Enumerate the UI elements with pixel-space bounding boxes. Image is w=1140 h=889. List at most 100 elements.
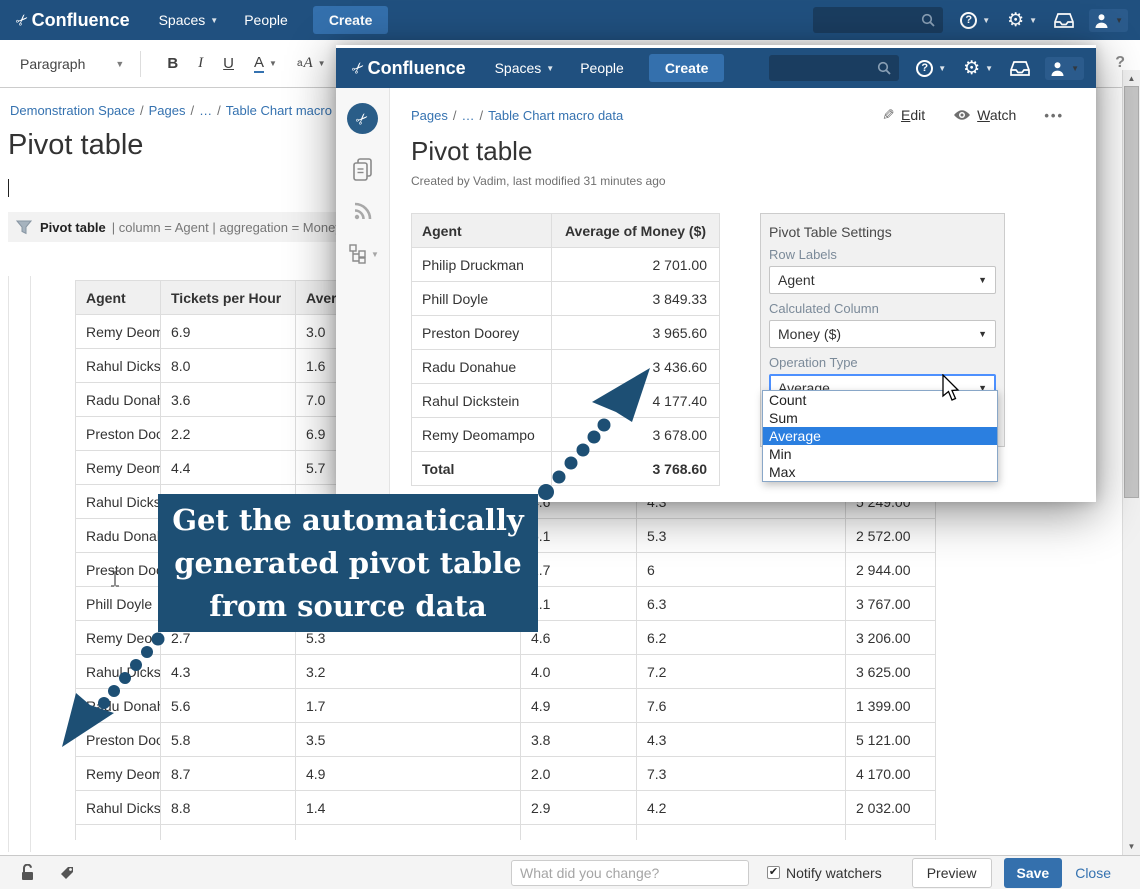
cell[interactable]: 4 170.00 xyxy=(845,756,936,791)
cell-agent[interactable]: Preston Doorey xyxy=(75,416,161,451)
more-actions-button[interactable]: ••• xyxy=(1044,108,1064,123)
people-menu[interactable]: People xyxy=(580,60,624,76)
cell[interactable]: 5.3 xyxy=(636,518,846,553)
confluence-logo[interactable]: ✂ Confluence xyxy=(348,58,465,79)
cell[interactable]: 4.3 xyxy=(636,722,846,757)
breadcrumb-link[interactable]: Demonstration Space xyxy=(10,103,136,118)
watch-button[interactable]: Watch xyxy=(953,107,1016,123)
cell[interactable]: 3 625.00 xyxy=(845,654,936,689)
breadcrumb-link[interactable]: Table Chart macro data xyxy=(488,108,624,123)
blog-rss-icon[interactable] xyxy=(352,200,374,225)
user-menu[interactable]: ▼ xyxy=(1045,56,1084,80)
text-color-button[interactable]: A ▼ xyxy=(254,53,277,73)
restrictions-lock-icon[interactable] xyxy=(20,864,35,881)
cell-agent[interactable]: Rahul Dickstein xyxy=(75,790,161,825)
cell[interactable]: 7.3 xyxy=(636,756,846,791)
settings-menu[interactable]: ⚙ ▼ xyxy=(1007,11,1037,30)
vertical-scrollbar[interactable]: ▲ ▼ xyxy=(1122,70,1140,855)
cell[interactable]: 6.2 xyxy=(636,620,846,655)
create-button[interactable]: Create xyxy=(648,54,725,82)
cell[interactable]: 5 121.00 xyxy=(845,722,936,757)
option-sum[interactable]: Sum xyxy=(769,410,798,426)
cell[interactable]: 6.9 xyxy=(160,314,296,349)
italic-button[interactable]: I xyxy=(198,55,204,71)
labels-tag-icon[interactable] xyxy=(59,865,75,881)
cell-agent[interactable]: Radu Donahue xyxy=(75,518,161,553)
pages-icon[interactable] xyxy=(352,158,374,185)
cell[interactable]: 3.6 xyxy=(160,382,296,417)
cell-agent[interactable]: Rahul Dickstein xyxy=(75,484,161,519)
save-button[interactable]: Save xyxy=(1003,857,1063,888)
cell-agent[interactable]: Phill Doyle xyxy=(75,586,161,621)
search-box[interactable] xyxy=(813,7,944,33)
settings-menu[interactable]: ⚙ ▼ xyxy=(963,59,993,78)
cell-agent[interactable]: Remy Deomampo xyxy=(75,450,161,485)
page-tree-icon[interactable]: ▼ xyxy=(349,244,379,264)
cell[interactable]: 4.9 xyxy=(295,756,521,791)
cell[interactable]: 1.4 xyxy=(295,790,521,825)
cell[interactable]: 5.6 xyxy=(160,688,296,723)
breadcrumb-link[interactable]: Pages xyxy=(148,103,186,118)
cell-agent[interactable]: Remy Deomampo xyxy=(75,314,161,349)
cell[interactable]: 6.3 xyxy=(636,586,846,621)
cell-agent[interactable]: Radu Donahue xyxy=(75,688,161,723)
breadcrumb-link[interactable]: Table Chart macro data xyxy=(225,103,361,118)
cell[interactable]: 5.1 xyxy=(520,518,637,553)
cell[interactable]: 7.6 xyxy=(636,688,846,723)
option-average[interactable]: Average xyxy=(763,427,997,445)
cell[interactable]: 4.0 xyxy=(520,654,637,689)
scroll-up-icon[interactable]: ▲ xyxy=(1127,74,1136,83)
cell[interactable]: 3.8 xyxy=(520,722,637,757)
cell[interactable]: 4.2 xyxy=(636,790,846,825)
cell[interactable]: 7.2 xyxy=(636,654,846,689)
cell[interactable]: 2.2 xyxy=(160,416,296,451)
breadcrumb-ellipsis[interactable]: … xyxy=(199,103,213,118)
option-max[interactable]: Max xyxy=(769,464,796,480)
cell[interactable]: 5.8 xyxy=(160,722,296,757)
column-header[interactable]: Agent xyxy=(75,280,161,315)
cell-agent[interactable]: Remy Deomampo xyxy=(75,620,161,655)
row-labels-select[interactable]: Agent ▼ xyxy=(769,266,996,294)
cell[interactable]: 6 xyxy=(636,552,846,587)
notify-watchers-checkbox[interactable]: ✔ Notify watchers xyxy=(767,864,882,881)
spaces-menu[interactable]: Spaces ▼ xyxy=(494,60,555,76)
cell[interactable]: 4.4 xyxy=(160,450,296,485)
column-header[interactable]: Tickets per Hour xyxy=(160,280,296,315)
version-comment-input[interactable] xyxy=(511,859,749,886)
cell[interactable]: 8.7 xyxy=(160,756,296,791)
cell-agent[interactable]: Rahul Dickstein xyxy=(75,654,161,689)
option-min[interactable]: Min xyxy=(769,446,792,462)
calculated-column-select[interactable]: Money ($) ▼ xyxy=(769,320,996,348)
underline-button[interactable]: U xyxy=(223,55,234,72)
bold-button[interactable]: B xyxy=(167,55,179,72)
cell[interactable]: 1.7 xyxy=(520,552,637,587)
confluence-logo[interactable]: ✂ Confluence xyxy=(12,10,129,31)
scroll-down-icon[interactable]: ▼ xyxy=(1127,842,1136,851)
cell[interactable]: 1.7 xyxy=(295,688,521,723)
notifications-menu[interactable] xyxy=(1054,12,1074,28)
breadcrumb-link[interactable]: Pages xyxy=(411,108,448,123)
edit-button[interactable]: ✎ Edit xyxy=(882,107,926,124)
cell[interactable]: 2 572.00 xyxy=(845,518,936,553)
cell-agent[interactable]: Radu Donahue xyxy=(75,382,161,417)
cell[interactable]: 3.5 xyxy=(295,722,521,757)
spaces-menu[interactable]: Spaces ▼ xyxy=(158,12,219,28)
cell[interactable]: 1 399.00 xyxy=(845,688,936,723)
close-link[interactable]: Close xyxy=(1075,864,1111,881)
cell[interactable]: 3 767.00 xyxy=(845,586,936,621)
cell[interactable]: 3 206.00 xyxy=(845,620,936,655)
cell[interactable]: 2 032.00 xyxy=(845,790,936,825)
cell[interactable]: 2.0 xyxy=(520,756,637,791)
search-box[interactable] xyxy=(769,55,900,81)
user-menu[interactable]: ▼ xyxy=(1089,8,1128,32)
cell[interactable]: 4.9 xyxy=(520,688,637,723)
space-logo[interactable]: ✂ xyxy=(347,103,378,134)
cell-agent[interactable]: Rahul Dickstein xyxy=(75,348,161,383)
help-menu[interactable]: ? ▼ xyxy=(960,11,990,29)
cell[interactable]: 4.6 xyxy=(520,620,637,655)
paragraph-style-select[interactable]: Paragraph ▼ xyxy=(20,55,125,72)
cell[interactable]: 2 944.00 xyxy=(845,552,936,587)
cell[interactable]: 4.3 xyxy=(160,654,296,689)
cell-agent[interactable]: Preston Doorey xyxy=(75,552,161,587)
